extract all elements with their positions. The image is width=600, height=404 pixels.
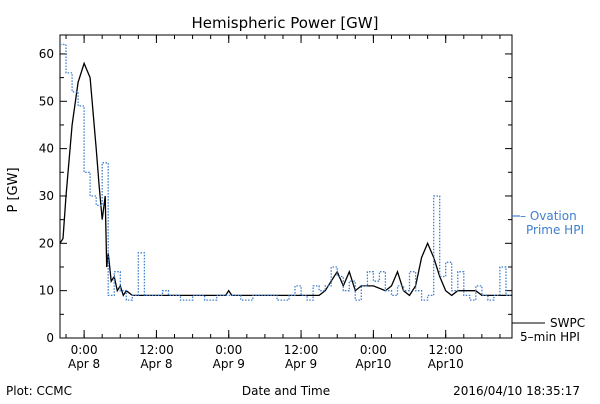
y-tick-label: 60 (39, 47, 54, 61)
legend-swpc-label-line1: SWPC (550, 316, 585, 330)
x-tick-label-date: Apr10 (428, 357, 464, 371)
y-tick-label: 50 (39, 94, 54, 108)
y-tick-label: 40 (39, 142, 54, 156)
y-tick-label: 0 (46, 331, 54, 345)
x-tick-label: 0:00 (215, 343, 242, 357)
plot-frame (59, 34, 513, 339)
y-axis-label: P [GW] (6, 167, 21, 212)
x-tick-label: 12:00 (428, 343, 463, 357)
series-line-swpc (59, 61, 512, 297)
series-line-ovation-prime (60, 43, 512, 301)
legend: – Ovation Prime HPI SWPC 5–min HPI (512, 209, 585, 344)
x-tick-label-date: Apr 8 (68, 357, 100, 371)
y-tick-label: 10 (39, 284, 54, 298)
x-tick-label: 12:00 (284, 343, 319, 357)
footer-timestamp: 2016/04/10 18:35:17 (453, 384, 580, 398)
y-tick-label: 20 (39, 236, 54, 250)
footer-axis-caption: Date and Time (242, 384, 330, 398)
series-layer (59, 43, 512, 301)
x-tick-label-date: Apr10 (355, 357, 391, 371)
x-tick-label-date: Apr 9 (285, 357, 317, 371)
chart-title: Hemispheric Power [GW] (192, 14, 379, 32)
x-tick-label: 12:00 (139, 343, 174, 357)
y-tick-label: 30 (39, 189, 54, 203)
x-tick-label: 0:00 (71, 343, 98, 357)
x-tick-label-date: Apr 9 (213, 357, 245, 371)
x-tick-label-date: Apr 8 (140, 357, 172, 371)
legend-ovation-label-line2: Prime HPI (526, 223, 584, 237)
legend-swpc-label-line2: 5–min HPI (520, 330, 580, 344)
x-tick-label: 0:00 (360, 343, 387, 357)
footer-plot-credit: Plot: CCMC (6, 384, 72, 398)
legend-ovation-label-line1: – Ovation (520, 209, 577, 223)
